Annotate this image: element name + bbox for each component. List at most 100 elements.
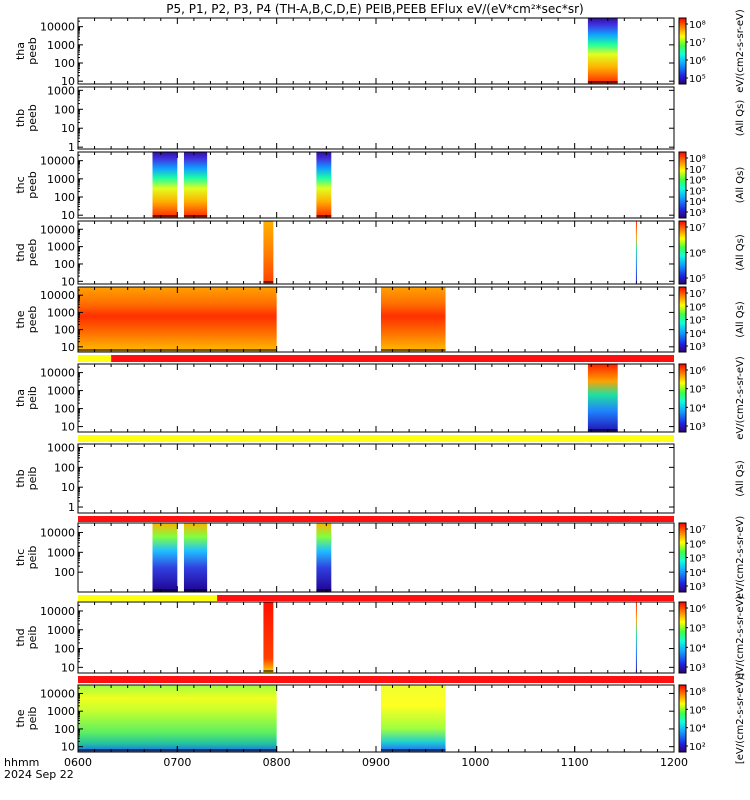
spectrogram-block [587, 18, 618, 84]
colorbar-tick-label: 10⁷ [689, 289, 706, 300]
colorbar-tick-label: 10⁶ [689, 249, 706, 260]
colorbar-label: [eV/(cm2-s-sr-eV)] [735, 673, 746, 764]
panel-label-instrument: peeb [26, 239, 39, 267]
panel-frame [77, 220, 675, 285]
x-tick-label: 0800 [263, 756, 291, 769]
colorbar-tick-label: 10⁶ [689, 539, 706, 550]
colorbar [678, 684, 687, 753]
colorbar-tick-label: 10⁶ [689, 366, 706, 377]
panel-label-probe: thd [14, 243, 27, 261]
spectrogram-block [587, 364, 618, 432]
y-tick-label: 1000 [47, 385, 75, 398]
panel-tha_peib: 10 100 1000 10000 tha peib 10³ 10⁴ 10⁵ 10⁶ eV/(cm2… [14, 356, 746, 440]
x-tick-label: 0700 [163, 756, 191, 769]
panel-frame [77, 601, 675, 674]
panel-label-instrument: peeb [26, 171, 39, 199]
panel-frame [77, 86, 675, 150]
spacecraft-potential-trace [152, 589, 178, 591]
spectrogram-block [152, 152, 178, 218]
colorbar [678, 601, 687, 674]
colorbar-tick-label: 10⁵ [689, 624, 706, 635]
colorbar-label: eV/(cm2-s-sr-eV) [735, 356, 746, 440]
panel-label-probe: thc [14, 549, 27, 566]
mode-bar-segment [111, 355, 675, 362]
colorbar-tick-label: 10⁷ [689, 223, 706, 234]
y-tick-label: 1000 [47, 39, 75, 52]
spacecraft-potential-trace [183, 589, 208, 591]
mode-bar-segment [78, 435, 674, 442]
colorbar-label: eV/(cm2-s-sr-eV) [735, 596, 746, 680]
panel-label-instrument: peeb [26, 37, 39, 65]
colorbar-label: eV/(cm2-s-sr-eV) [735, 9, 746, 93]
colorbar-tick-label: 10⁴ [689, 724, 706, 735]
panel-tha_peeb: 10 100 1000 10000 tha peeb 10⁵ 10⁶ 10⁷ 10⁸ eV/(cm2… [14, 9, 746, 93]
mode-bars [78, 355, 675, 683]
colorbar-tick-label: 10³ [689, 582, 706, 593]
colorbar-tick-label: 10² [689, 742, 706, 753]
spectrogram-block [263, 602, 274, 673]
mode-bar-thc_peib [78, 595, 675, 601]
y-tick-label: 100 [54, 566, 75, 579]
panel-frame [77, 363, 675, 433]
y-tick-label: 1000 [47, 546, 75, 559]
time-axis: 0600 0700 0800 0900 1000 1100 1200 [64, 18, 688, 769]
y-tick-label: 10 [61, 741, 75, 754]
mode-bar-thb_peib [78, 516, 674, 522]
colorbar [678, 220, 687, 285]
panel-label-probe: thb [14, 469, 27, 487]
spacecraft-potential-trace [263, 281, 274, 283]
mode-bar-tha_peib [78, 435, 674, 442]
panel-label-probe: thc [14, 176, 27, 193]
spectrogram-block [263, 221, 274, 284]
colorbar-label: (All Qs) [735, 100, 746, 137]
y-tick-label: 100 [54, 643, 75, 656]
x-tick-label: 1100 [561, 756, 589, 769]
colorbar-tick-label: 10⁸ [689, 20, 706, 31]
panel-the_peib: 10 100 1000 10000 the peib 10² 10⁴ 10⁶ 10⁸ [eV/(cm… [14, 673, 746, 764]
spectrogram-block [78, 685, 277, 752]
spacecraft-potential-trace [587, 429, 618, 431]
panel-label-probe: thb [14, 109, 27, 127]
y-tick-label: 100 [54, 258, 75, 271]
y-tick-label: 1000 [47, 624, 75, 637]
colorbar-tick-label: 10⁶ [689, 604, 706, 615]
colorbar-tick-label: 10⁷ [689, 165, 706, 176]
x-tick-label: 0900 [362, 756, 390, 769]
colorbar [678, 286, 687, 353]
spectrogram-block [380, 685, 446, 752]
panel-label-probe: thd [14, 628, 27, 646]
spectrogram-block [316, 152, 332, 218]
colorbar-tick-label: 10⁴ [689, 329, 706, 340]
spectrogram-block [635, 602, 637, 673]
y-tick-label: 10000 [40, 21, 75, 34]
panel-label-instrument: peeb [26, 306, 39, 334]
mode-bar-segment [78, 516, 674, 522]
x-tick-label: 0600 [64, 756, 92, 769]
colorbar-tick-label: 10⁴ [689, 403, 706, 414]
colorbar-tick-label: 10³ [689, 342, 706, 353]
colorbar-tick-label: 10³ [689, 208, 706, 219]
colorbar [678, 151, 687, 219]
panel-frame [77, 17, 675, 85]
panel-thb_peib: 1 10 100 1000 thb peib (All Qs) [14, 441, 746, 514]
colorbar-tick-label: 10⁶ [689, 302, 706, 313]
colorbar-tick-label: 10³ [689, 422, 706, 433]
colorbar-tick-label: 10⁴ [689, 197, 706, 208]
spectrogram-block [183, 152, 208, 218]
panel-label-instrument: peib [26, 386, 39, 410]
colorbar-tick-label: 10⁵ [689, 274, 706, 285]
colorbar-tick-label: 10⁴ [689, 643, 706, 654]
spectrogram-block [380, 287, 446, 352]
panel-thb_peeb: 1 10 100 1000 thb peeb (All Qs) [14, 84, 746, 154]
colorbar-tick-label: 10⁵ [689, 554, 706, 565]
colorbar-label: (All Qs) [735, 234, 746, 271]
colorbar-tick-label: 10⁶ [689, 705, 706, 716]
colorbar-tick-label: 10³ [689, 663, 706, 674]
mode-bar-the_peeb [78, 355, 675, 362]
spacecraft-potential-trace [635, 670, 637, 672]
colorbar-label: (All Qs) [735, 167, 746, 204]
mode-bar-segment [78, 595, 218, 601]
colorbar-tick-label: 10⁶ [689, 56, 706, 67]
spacecraft-potential-trace [183, 215, 208, 217]
